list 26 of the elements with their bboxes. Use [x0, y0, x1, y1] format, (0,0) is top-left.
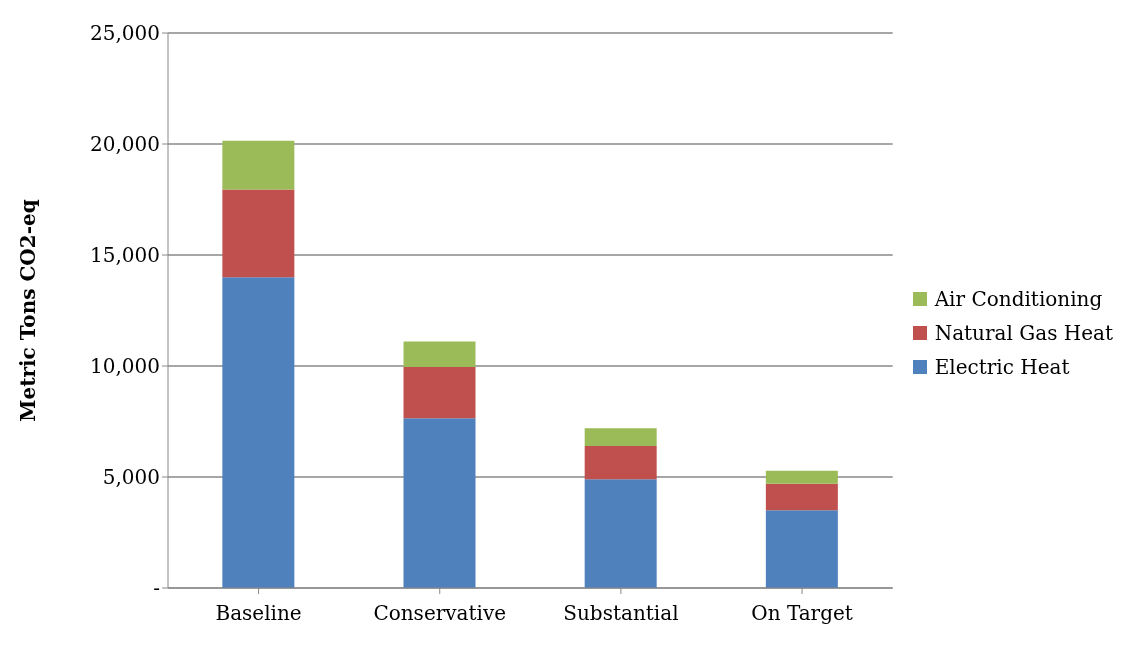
x-tick-label: Substantial: [563, 601, 679, 626]
y-axis-title: Metric Tons CO2-eq: [16, 199, 41, 422]
x-tick-label: Baseline: [215, 601, 302, 626]
bar: [222, 277, 295, 588]
legend-label: Air Conditioning: [934, 287, 1103, 311]
bar: [584, 445, 657, 480]
bar: [403, 367, 476, 419]
bar: [222, 189, 295, 278]
legend-label: Electric Heat: [934, 355, 1070, 379]
bar: [584, 428, 657, 446]
y-tick-label: 10,000: [90, 354, 160, 379]
bar: [765, 483, 838, 511]
x-tick-label: On Target: [751, 601, 853, 626]
y-tick-label: 25,000: [90, 21, 160, 46]
bar: [403, 418, 476, 588]
bar: [765, 510, 838, 588]
x-tick-label: Conservative: [373, 601, 507, 626]
y-tick-label: -: [153, 576, 160, 601]
bar: [584, 479, 657, 588]
y-tick-label: 15,000: [90, 243, 160, 268]
bar: [222, 140, 295, 190]
y-tick-label: 20,000: [90, 132, 160, 157]
legend-label: Natural Gas Heat: [934, 321, 1113, 345]
bar: [765, 470, 838, 484]
bar: [403, 341, 476, 368]
y-tick-label: 5,000: [102, 465, 160, 490]
